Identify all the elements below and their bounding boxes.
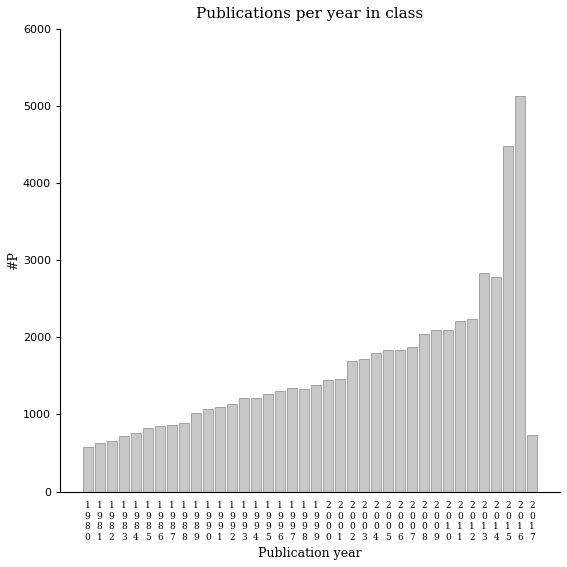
- Bar: [155, 426, 165, 492]
- Bar: [130, 433, 141, 492]
- Bar: [167, 425, 177, 492]
- Bar: [407, 348, 417, 492]
- Bar: [515, 96, 525, 492]
- Bar: [431, 331, 441, 492]
- Bar: [503, 146, 513, 492]
- Bar: [83, 447, 93, 492]
- Bar: [443, 329, 453, 492]
- Bar: [395, 350, 405, 492]
- Bar: [299, 389, 309, 492]
- Bar: [359, 359, 369, 492]
- Bar: [455, 321, 466, 492]
- Bar: [419, 333, 429, 492]
- Bar: [347, 361, 357, 492]
- Bar: [251, 397, 261, 492]
- X-axis label: Publication year: Publication year: [258, 547, 362, 560]
- Bar: [215, 407, 225, 492]
- Bar: [335, 379, 345, 492]
- Title: Publications per year in class: Publications per year in class: [196, 7, 424, 21]
- Bar: [527, 435, 538, 492]
- Bar: [323, 380, 333, 492]
- Bar: [311, 385, 321, 492]
- Bar: [491, 277, 501, 492]
- Bar: [239, 397, 249, 492]
- Bar: [383, 350, 393, 492]
- Bar: [95, 443, 105, 492]
- Bar: [179, 423, 189, 492]
- Bar: [107, 442, 117, 492]
- Bar: [191, 413, 201, 492]
- Bar: [275, 391, 285, 492]
- Y-axis label: #P: #P: [7, 251, 20, 270]
- Bar: [119, 436, 129, 492]
- Bar: [287, 387, 297, 492]
- Bar: [371, 353, 381, 492]
- Bar: [227, 404, 237, 492]
- Bar: [467, 319, 477, 492]
- Bar: [263, 395, 273, 492]
- Bar: [143, 428, 153, 492]
- Bar: [203, 409, 213, 492]
- Bar: [479, 273, 489, 492]
